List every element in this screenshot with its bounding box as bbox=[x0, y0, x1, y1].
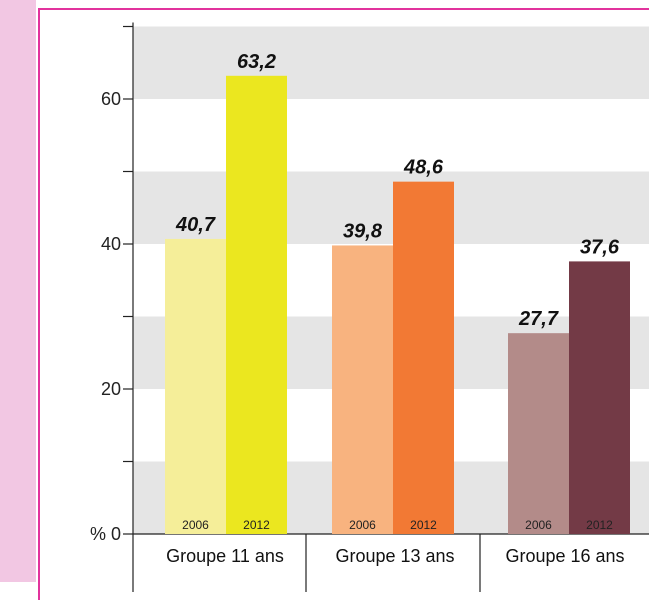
bar-year-label: 2006 bbox=[349, 518, 376, 532]
grid-band bbox=[133, 26, 649, 99]
bar-value-label: 48,6 bbox=[403, 157, 444, 179]
bar bbox=[165, 238, 226, 535]
bar-value-label: 63,2 bbox=[237, 51, 276, 73]
y-tick-label: 40 bbox=[101, 234, 121, 254]
category-label: Groupe 16 ans bbox=[505, 546, 624, 566]
chart-frame: % 0 20 40 60 40,7 2006 63,2 2012 Groupe 11 ans 39… bbox=[38, 8, 649, 600]
bar bbox=[508, 333, 569, 534]
category-label: Groupe 11 ans bbox=[166, 546, 284, 566]
bar bbox=[569, 261, 630, 534]
bar-year-label: 2006 bbox=[525, 518, 552, 532]
bar-year-label: 2006 bbox=[182, 518, 209, 532]
grid-band bbox=[133, 171, 649, 244]
y-tick-label: 60 bbox=[101, 89, 121, 109]
bar-value-label: 27,7 bbox=[518, 308, 559, 330]
bar bbox=[332, 245, 393, 534]
y-tick-label: % 0 bbox=[90, 524, 121, 544]
bar bbox=[226, 75, 287, 535]
bar-year-label: 2012 bbox=[586, 518, 613, 532]
bar-value-label: 40,7 bbox=[175, 214, 216, 236]
left-decorative-strip bbox=[0, 0, 36, 582]
bar-value-label: 39,8 bbox=[343, 220, 383, 242]
bar-year-label: 2012 bbox=[243, 518, 270, 532]
bar-year-label: 2012 bbox=[410, 518, 437, 532]
y-tick-label: 20 bbox=[101, 379, 121, 399]
category-label: Groupe 13 ans bbox=[335, 546, 454, 566]
bar-chart: % 0 20 40 60 40,7 2006 63,2 2012 Groupe 11 ans 39… bbox=[90, 22, 649, 592]
bar-value-label: 37,6 bbox=[580, 236, 620, 258]
bar bbox=[393, 181, 454, 534]
